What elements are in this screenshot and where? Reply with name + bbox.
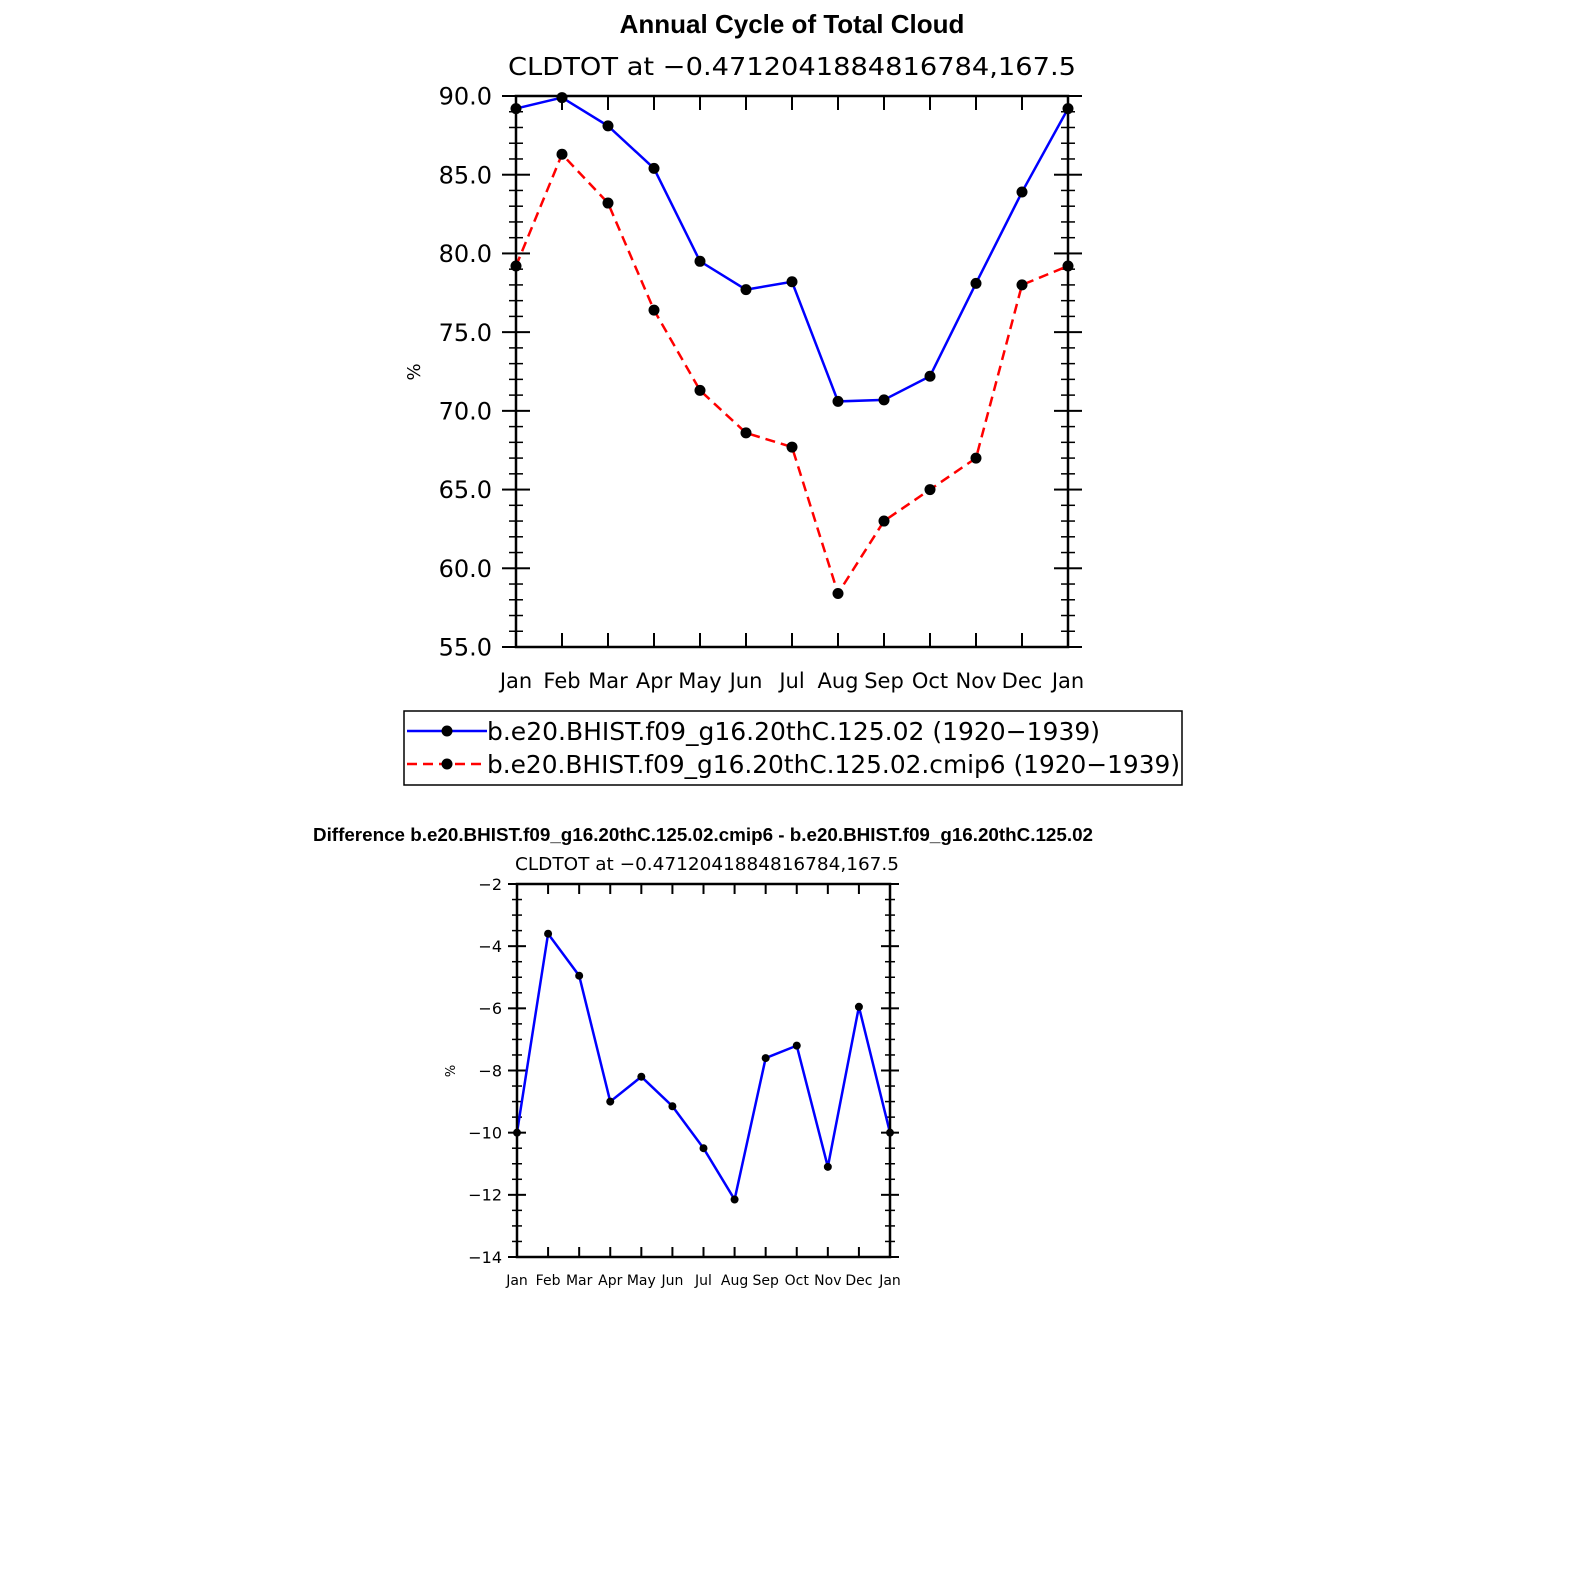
series-layer [510,92,1074,599]
legend-label-series-1: b.e20.BHIST.f09_g16.20thC.125.02 (1920−1… [487,717,1100,746]
series-line-1 [515,930,892,1203]
data-point [832,587,844,599]
data-point [699,1144,708,1153]
x-tick-label: Apr [598,1273,622,1289]
data-point [668,1102,677,1111]
annual-cycle-chart: Annual Cycle of Total Cloud CLDTOT at −0… [403,9,1183,786]
chart-title: Difference b.e20.BHIST.f09_g16.20thC.125… [313,825,1093,845]
plot-frame [515,882,892,1259]
data-point [761,1054,770,1063]
legend-label-series-2: b.e20.BHIST.f09_g16.20thC.125.02.cmip6 (… [487,750,1180,779]
difference-chart: Difference b.e20.BHIST.f09_g16.20thC.125… [313,825,1093,1289]
x-tick-label: Mar [566,1273,593,1289]
x-tick-label: Nov [814,1273,841,1289]
data-point [854,1002,863,1011]
data-point [694,384,706,396]
x-tick-label: Aug [721,1273,748,1289]
x-tick-label: Apr [636,669,673,693]
x-tick-label: Oct [785,1273,810,1289]
legend-marker-series-1 [441,725,453,737]
x-tick-label: Feb [536,1273,561,1289]
data-point [786,276,798,288]
x-tick-label: Dec [845,1273,872,1289]
data-point [694,255,706,267]
x-tick-label: Dec [1002,669,1043,693]
plot-frame [514,94,1070,649]
series-line-1 [515,96,1070,403]
y-tick-label: −14 [468,1248,502,1267]
x-tick-label: Jan [498,669,532,693]
y-tick-label: 60.0 [439,555,492,583]
data-point [606,1097,615,1106]
data-point [556,92,568,104]
data-point [792,1041,801,1050]
y-tick-label: −2 [478,875,502,894]
data-point [740,427,752,439]
data-point [970,277,982,289]
x-tick-label: Mar [588,669,628,693]
x-tick-label: Nov [956,669,997,693]
data-point [648,162,660,174]
chart-subtitle: CLDTOT at −0.4712041884816784,167.5 [508,52,1076,81]
x-tick-label: Jul [777,669,804,693]
y-tick-label: 85.0 [439,161,492,189]
data-point [970,452,982,464]
y-tick-label: −8 [478,1061,502,1080]
y-axis-label: % [444,1065,459,1077]
x-tick-label: Sep [864,669,904,693]
x-tick-label: Aug [817,669,858,693]
data-point [740,284,752,296]
legend-box [403,710,1183,786]
data-point [878,394,890,406]
legend: b.e20.BHIST.f09_g16.20thC.125.02 (1920−1… [403,710,1183,786]
y-tick-label: −12 [468,1186,502,1205]
x-tick-label: Jun [728,669,763,693]
data-point [544,929,553,938]
x-tick-label: May [678,669,721,693]
y-tick-label: 75.0 [439,319,492,347]
data-point [924,484,936,496]
x-tick-label: Feb [543,669,580,693]
y-tick-label: 70.0 [439,397,492,425]
series-layer [513,929,894,1204]
data-point [575,971,584,980]
data-point [556,148,568,160]
series-line-2 [514,151,1069,597]
y-tick-label: −4 [478,937,502,956]
y-tick-label: 90.0 [439,83,492,111]
y-tick-label: 55.0 [439,634,492,662]
axis-ticks: Jan Feb Mar Apr May Jun Jul Aug Sep Oct Nov Dec Jan−… [468,875,901,1289]
data-point [602,120,614,132]
y-tick-label: 65.0 [439,476,492,504]
x-tick-label: Oct [912,669,948,693]
data-point [832,395,844,407]
axis-ticks: Jan Feb Mar Apr May Jun Jul Aug Sep Oct Nov Dec Jan5… [439,83,1085,693]
y-tick-label: 80.0 [439,240,492,268]
data-point [1016,279,1028,291]
chart-title: Annual Cycle of Total Cloud [620,9,965,39]
y-axis-label: % [404,363,425,380]
y-tick-label: −10 [468,1123,502,1142]
x-tick-label: May [627,1273,656,1289]
x-tick-label: Sep [752,1273,779,1289]
data-point [878,515,890,527]
data-point [637,1072,646,1081]
x-tick-label: Jul [694,1273,712,1289]
chart-subtitle: CLDTOT at −0.4712041884816784,167.5 [515,854,899,875]
x-tick-label: Jan [878,1273,901,1289]
x-tick-label: Jan [505,1273,528,1289]
data-point [730,1195,739,1204]
data-point [786,441,798,453]
data-point [602,197,614,209]
x-tick-label: Jun [660,1273,683,1289]
x-tick-label: Jan [1050,669,1084,693]
data-point [1016,186,1028,198]
data-point [648,304,660,316]
data-point [924,370,936,382]
legend-marker-series-2 [441,758,453,770]
y-tick-label: −6 [478,999,502,1018]
data-point [823,1162,832,1171]
